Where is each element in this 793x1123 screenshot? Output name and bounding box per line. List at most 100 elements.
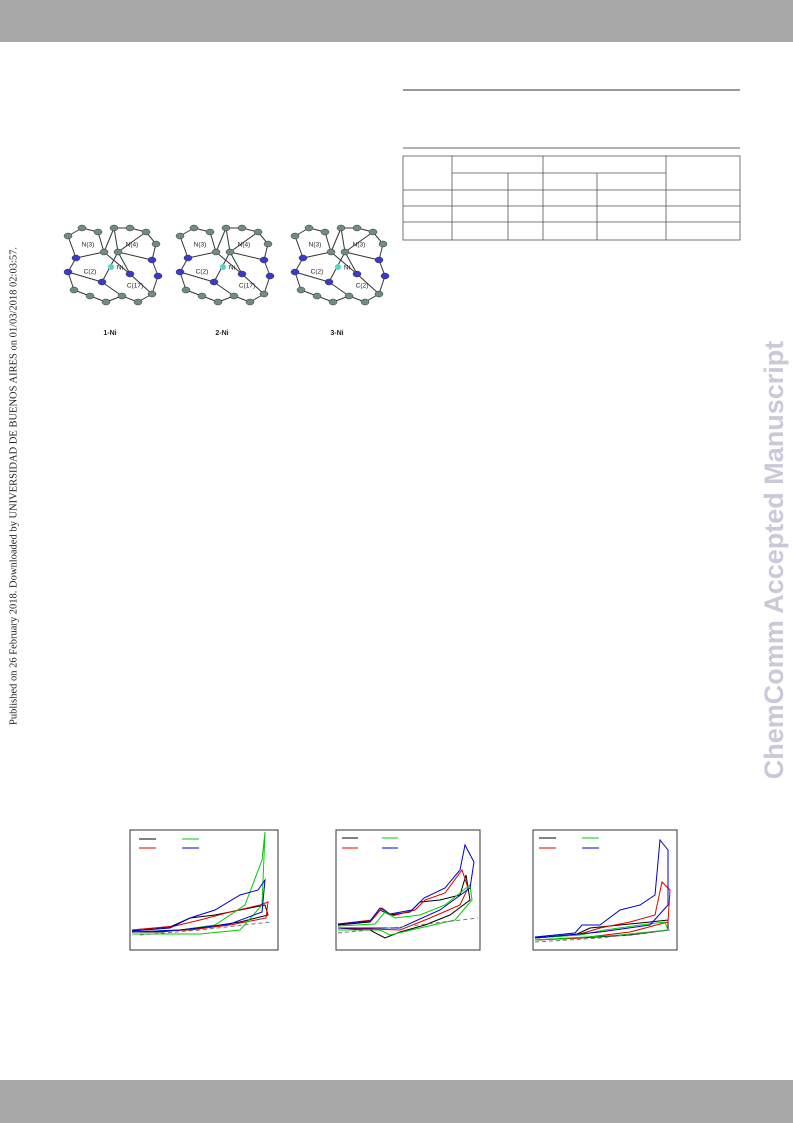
atom-label: C(17) — [239, 283, 255, 290]
atom — [378, 240, 388, 248]
atom — [352, 270, 362, 278]
atom — [125, 270, 135, 278]
atom — [374, 256, 384, 264]
atom-label: Ni — [344, 265, 350, 272]
bond — [324, 231, 332, 253]
atom — [324, 278, 334, 286]
bond — [356, 273, 380, 295]
bond — [113, 227, 119, 253]
atom — [151, 240, 161, 248]
atom — [99, 248, 109, 256]
atom-label: N(3) — [194, 242, 207, 249]
atom — [175, 268, 185, 276]
bond — [97, 231, 105, 253]
atom — [133, 298, 143, 306]
atom — [229, 292, 239, 300]
atom-label: N(3) — [353, 242, 366, 249]
atom — [237, 224, 247, 232]
atom — [344, 292, 354, 300]
molecule-figure: N(3) N(4) C(2) Ni C(17) 1-Ni N(3) N(4) C(2) Ni C(1… — [63, 224, 390, 337]
nickel-atom — [220, 264, 226, 270]
atom — [153, 272, 163, 280]
bond — [340, 227, 346, 253]
atom — [209, 278, 219, 286]
cv-plots — [129, 829, 678, 951]
bond — [328, 281, 350, 297]
bond — [229, 231, 259, 253]
atom — [221, 224, 231, 232]
atom — [290, 268, 300, 276]
watermark: ChemComm Accepted Manuscript — [759, 341, 789, 780]
atom-label: C(2) — [356, 283, 369, 290]
cv-plot — [335, 829, 481, 951]
atom — [125, 224, 135, 232]
atom-label: Ni — [117, 265, 123, 272]
molecule-label: 2-Ni — [215, 330, 228, 337]
bond — [103, 251, 131, 275]
atom — [328, 298, 338, 306]
bond — [330, 251, 358, 275]
bond — [344, 251, 358, 275]
atom — [259, 256, 269, 264]
bond — [229, 251, 243, 275]
atom — [380, 272, 390, 280]
atom — [213, 298, 223, 306]
bond — [225, 227, 231, 253]
bond — [215, 227, 227, 253]
atom — [211, 248, 221, 256]
bond — [117, 251, 153, 261]
atom — [63, 268, 73, 276]
bond — [117, 231, 147, 253]
atom — [360, 298, 370, 306]
bond — [344, 231, 374, 253]
atom-label: C(2) — [311, 269, 324, 276]
bond — [344, 251, 380, 261]
bond — [129, 273, 153, 295]
atom-label: N(3) — [309, 242, 322, 249]
bond — [330, 227, 342, 253]
atom — [85, 292, 95, 300]
atom — [326, 248, 336, 256]
published-note: Published on 26 February 2018. Downloade… — [8, 247, 19, 725]
atom — [237, 270, 247, 278]
atom — [141, 228, 151, 236]
nickel-atom — [108, 264, 114, 270]
molecule: N(3) N(4) C(2) Ni C(17) 2-Ni — [175, 224, 275, 337]
molecule: N(3) N(4) C(2) Ni C(17) 1-Ni — [63, 224, 163, 337]
bond — [75, 251, 105, 259]
atom — [175, 232, 185, 240]
atom — [374, 290, 384, 298]
atom — [113, 248, 123, 256]
atom — [312, 292, 322, 300]
atom — [63, 232, 73, 240]
atom — [340, 248, 350, 256]
table — [402, 89, 741, 241]
atom-label: C(17) — [127, 283, 143, 290]
atom — [263, 240, 273, 248]
bond — [294, 235, 304, 259]
bond — [117, 251, 131, 275]
atom-label: C(2) — [84, 269, 97, 276]
atom-label: N(3) — [82, 242, 95, 249]
atom — [181, 286, 191, 294]
atom-label: N(4) — [126, 242, 139, 249]
atom-label: N(4) — [238, 242, 251, 249]
molecule-label: 1-Ni — [103, 330, 116, 337]
atom — [352, 224, 362, 232]
bond — [213, 281, 235, 297]
atom-label: Ni — [229, 265, 235, 272]
bond — [215, 251, 243, 275]
atom — [259, 290, 269, 298]
atom — [320, 228, 330, 236]
atom — [69, 286, 79, 294]
footer-bar — [0, 1080, 793, 1123]
atom — [225, 248, 235, 256]
atom — [290, 232, 300, 240]
nickel-atom — [335, 264, 341, 270]
atom — [245, 298, 255, 306]
bond — [67, 235, 77, 259]
atom — [265, 272, 275, 280]
molecule: N(3) N(3) C(2) Ni C(2) 3-Ni — [290, 224, 390, 337]
bond — [101, 281, 123, 297]
